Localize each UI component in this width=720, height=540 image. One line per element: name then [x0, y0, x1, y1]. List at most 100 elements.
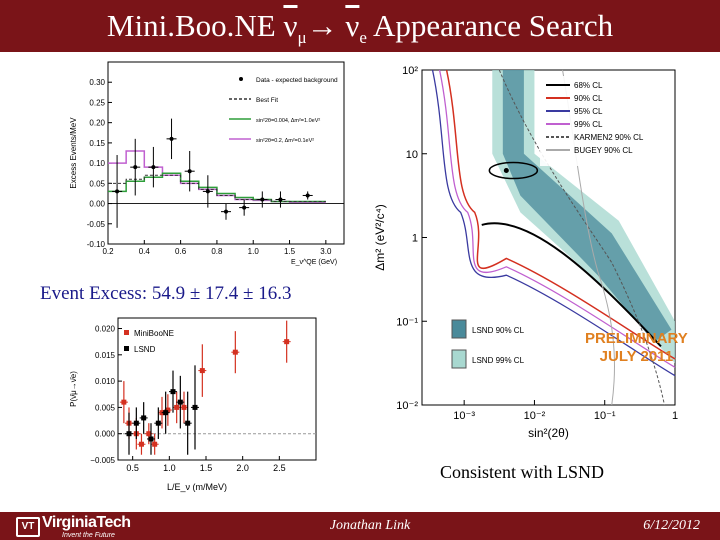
y-tick-label: -0.05: [87, 220, 106, 229]
best-fit-point: [503, 168, 509, 173]
x-tick-label: 1.5: [284, 247, 296, 256]
y-tick-label: −0.005: [90, 456, 115, 465]
legend-label: sin²2θ=0.004, Δm²=1.0eV²: [256, 118, 320, 124]
title-prefix: Mini.Boo.NE: [106, 8, 284, 43]
y-tick-label: 0.25: [89, 98, 105, 107]
x-tick-label: 0.2: [102, 247, 114, 256]
legend-label: BUGEY 90% CL: [574, 146, 633, 155]
event-excess-text: Event Excess: 54.9 ± 17.4 ± 16.3: [40, 283, 292, 304]
y-tick-label: 10⁻¹: [396, 316, 418, 328]
lsnd-90-region: [502, 70, 672, 343]
y-tick-label: 0.020: [95, 325, 116, 334]
miniboone-point: [152, 441, 158, 447]
lsnd-point: [126, 431, 132, 437]
preliminary-label: PRELIMINARY: [585, 330, 688, 347]
data-point: [260, 197, 265, 202]
y-tick-label: 0.10: [89, 159, 105, 168]
data-point: [133, 165, 138, 170]
logo-tagline: Invent the Future: [62, 532, 115, 539]
vt-mark-icon: VT: [16, 517, 40, 537]
legend-label: Best Fit: [256, 97, 278, 104]
lsnd-point: [148, 436, 154, 442]
x-tick-label: 2.5: [273, 463, 286, 473]
best-fit-line: [108, 174, 326, 203]
data-point: [305, 193, 310, 198]
data-point: [205, 189, 210, 194]
x-tick-label: 10⁻²: [524, 410, 546, 422]
miniboone-point: [146, 431, 152, 437]
cl68-island: [488, 161, 539, 180]
oscillation-probability-chart: −0.005 0.000 0.005 0.010 0.015 0.020 0.5 1.0 1.5…: [69, 317, 317, 492]
miniboone-point: [165, 407, 171, 413]
miniboone-point: [174, 404, 180, 410]
x-tick-label: 0.6: [175, 247, 187, 256]
title-nu-e: ν: [345, 8, 360, 43]
title-mu-sub: μ: [297, 28, 307, 48]
excess-energy-chart: -0.10 -0.05 0.00 0.05 0.10 0.15 0.20 0.25 0.30 0.…: [69, 61, 345, 266]
plot-frame: [107, 61, 345, 245]
page-title: Mini.Boo.NE νμ→ νe Appearance Search: [0, 8, 720, 48]
cl68-band: [481, 222, 662, 348]
miniboone-point: [121, 399, 127, 405]
cl99-contour: [438, 69, 676, 368]
title-arrow: →: [306, 8, 346, 43]
legend-marker: [124, 330, 129, 335]
legend-marker: [239, 77, 243, 81]
miniboone-point: [138, 441, 144, 447]
plot-frame: [117, 317, 317, 461]
x-tick-label: 0.5: [126, 463, 139, 473]
y-tick-label: 0.015: [95, 351, 116, 360]
cl90-contour: [445, 69, 676, 360]
x-tick-label: 2.0: [236, 463, 249, 473]
y-tick-label: 0.000: [95, 430, 116, 439]
y-tick-label: 0.005: [95, 403, 116, 412]
cl95-contour: [431, 69, 676, 377]
y-tick-label: 0.30: [89, 78, 105, 87]
lsnd-point: [185, 420, 191, 426]
data-point: [224, 209, 228, 214]
y-tick-label: 0.00: [89, 200, 105, 209]
y-tick-label: -0.10: [87, 240, 106, 249]
legend-label: 68% CL: [574, 81, 603, 90]
lower-legend-label: LSND 90% CL: [472, 326, 525, 335]
x-axis-label: sin²(2θ): [528, 426, 569, 440]
y-axis-label: Δm² (eV²/c⁴): [373, 204, 387, 271]
lsnd-point: [155, 420, 161, 426]
data-point: [169, 136, 174, 141]
y-tick-label: 0.15: [89, 139, 105, 148]
lsnd-point: [170, 389, 176, 395]
legend-label: 99% CL: [574, 120, 603, 129]
x-axis-label: E_ν^QE (GeV): [291, 259, 337, 266]
miniboone-point: [232, 349, 238, 355]
data-point: [187, 169, 192, 174]
x-tick-label: 3.0: [320, 247, 332, 256]
legend-label: 95% CL: [574, 107, 603, 116]
legend-label: KARMEN2 90% CL: [574, 133, 644, 142]
y-tick-label: 10²: [402, 65, 418, 77]
title-suffix: Appearance Search: [366, 8, 614, 43]
miniboone-point: [181, 404, 187, 410]
series-green-line: [108, 172, 326, 203]
x-tick-label: 10⁻³: [453, 410, 475, 422]
lower-legend-swatch: [451, 319, 467, 339]
data-point: [151, 165, 156, 170]
x-axis-label: L/E_ν (m/MeV): [167, 482, 227, 492]
legend-label: MiniBooNE: [134, 329, 174, 338]
logo-name: VirginiaTech: [42, 514, 131, 531]
data-point: [115, 189, 120, 194]
virginia-tech-logo: VT VirginiaTech Invent the Future: [14, 513, 194, 539]
exclusion-contour-chart: 10⁻² 10⁻¹ 1 10 10² 10⁻³ 10⁻² 10⁻¹ 1 Δm² (eV²/c⁴) s…: [373, 65, 688, 440]
lsnd-point: [192, 404, 198, 410]
karmen2-contour: [498, 69, 665, 406]
x-tick-label: 1.0: [163, 463, 176, 473]
x-tick-label: 0.8: [211, 247, 223, 256]
title-e-sub: e: [359, 28, 367, 48]
lsnd-point: [133, 420, 139, 426]
x-tick-label: 10⁻¹: [594, 410, 616, 422]
legend-label: 90% CL: [574, 94, 603, 103]
y-tick-label: 0.20: [89, 119, 105, 128]
y-axis-label: P(ν̄μ→ν̄e): [69, 371, 78, 407]
preliminary-date: JULY 2011: [600, 348, 673, 365]
x-tick-label: 1: [672, 410, 678, 422]
lsnd-point: [141, 415, 147, 421]
